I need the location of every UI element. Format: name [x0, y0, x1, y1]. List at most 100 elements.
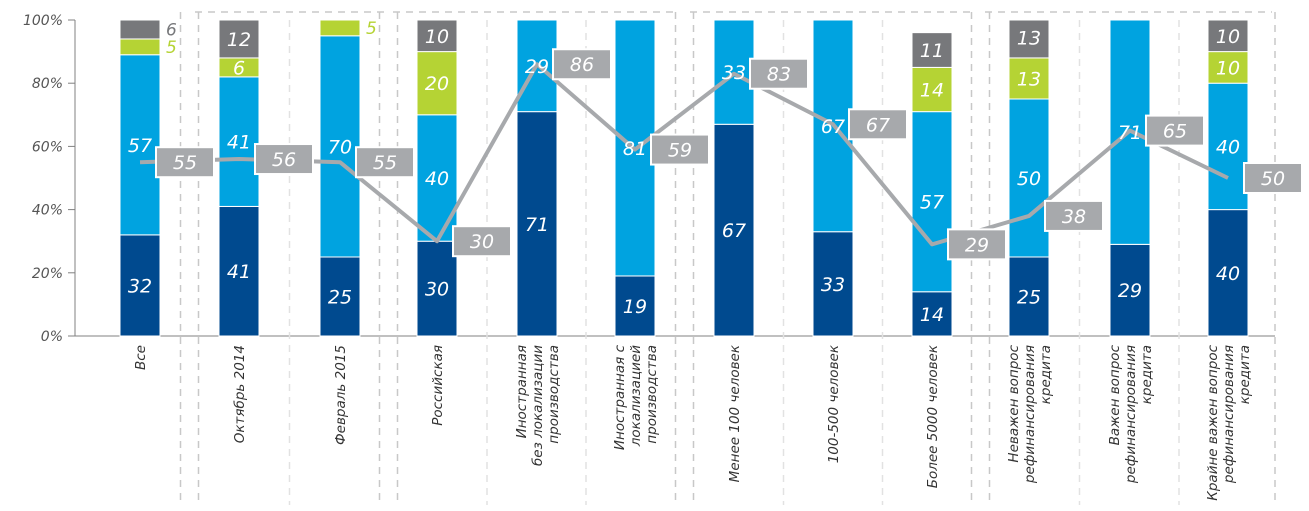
line-value-label: 38 — [1062, 206, 1086, 228]
data-label: 57 — [920, 192, 944, 214]
bar-segment — [1207, 19, 1249, 53]
line-value-box — [552, 48, 612, 81]
data-label: 71 — [525, 214, 549, 236]
line-value-box — [848, 108, 908, 141]
data-label: 40 — [1216, 136, 1240, 158]
category-label: Все — [133, 345, 149, 370]
data-label: 6 — [233, 57, 245, 79]
line-value-label: 67 — [866, 114, 890, 136]
category-label: Иностраннаябез локализациипроизводства — [514, 345, 562, 466]
category-label: Крайне важен вопросрефинансированиякреди… — [1205, 344, 1253, 500]
y-tick-label: 0% — [41, 329, 63, 345]
line-series — [139, 48, 1303, 261]
bar-segment — [911, 32, 953, 68]
y-tick-label: 60% — [32, 139, 63, 155]
bar-segment — [119, 38, 161, 56]
line-value-box — [947, 228, 1007, 261]
bar-segment — [614, 275, 656, 337]
line-value-label: 50 — [1261, 168, 1285, 190]
data-label: 14 — [920, 80, 944, 102]
category-label: Октябрь 2014 — [232, 345, 248, 443]
bar-segment — [911, 66, 953, 113]
bar-segment — [319, 256, 361, 337]
bar-segment — [911, 111, 953, 293]
data-label: 33 — [722, 62, 746, 84]
line-value-label: 65 — [1163, 121, 1187, 143]
data-label: 12 — [227, 29, 251, 51]
y-tick-label: 80% — [32, 76, 63, 92]
bar-segment — [1008, 57, 1050, 100]
line-value-box — [1243, 162, 1303, 194]
bars — [119, 19, 1249, 337]
data-label: 5 — [166, 38, 177, 58]
bar-segment — [812, 231, 854, 337]
line-value-box — [254, 143, 314, 176]
bar-segment — [1207, 51, 1249, 84]
bar-segment — [416, 19, 458, 53]
category-label: Более 5000 человек — [925, 344, 941, 488]
data-label: 41 — [227, 132, 251, 154]
data-label: 70 — [328, 136, 352, 158]
data-label: 25 — [328, 287, 352, 309]
bar-segment — [319, 35, 361, 258]
data-label: 40 — [425, 168, 449, 190]
data-label: 10 — [425, 26, 449, 48]
data-label: 6 — [166, 20, 177, 40]
category-label: Неважен вопросрефинансированиякредита — [1006, 344, 1054, 484]
line-value-label: 56 — [272, 149, 296, 171]
line-value-label: 29 — [965, 234, 989, 256]
category-label: Важен вопросрефинансированиякредита — [1107, 344, 1155, 484]
line-value-label: 83 — [767, 64, 791, 86]
line-value-box — [1044, 199, 1104, 232]
data-label: 13 — [1017, 27, 1041, 49]
bar-segment — [1109, 19, 1151, 245]
category-label: Иностранная слокализациейпроизводства — [612, 344, 660, 450]
data-label: 57 — [128, 135, 152, 157]
bar-segment — [1207, 82, 1249, 211]
data-label: 67 — [722, 220, 746, 242]
data-label: 50 — [1017, 168, 1041, 190]
category-label: 100-500 человек — [826, 344, 842, 463]
category-label: Российская — [430, 345, 446, 426]
data-label: 10 — [1216, 57, 1240, 79]
bar-segment — [218, 19, 260, 59]
data-label: 14 — [920, 304, 944, 326]
data-label: 32 — [128, 275, 152, 297]
bar-segment — [218, 76, 260, 207]
data-label: 5 — [366, 19, 377, 39]
bar-segment — [119, 54, 161, 236]
data-label: 33 — [821, 274, 845, 296]
line-value-label: 86 — [570, 54, 594, 76]
line-value-box — [155, 146, 215, 179]
y-tick-label: 20% — [32, 266, 63, 282]
data-label: 25 — [1017, 287, 1041, 309]
line-value-label: 59 — [668, 140, 692, 162]
bar-segment — [911, 291, 953, 337]
data-label: 30 — [425, 279, 449, 301]
y-tick-label: 40% — [32, 203, 63, 219]
bar-segment — [1207, 209, 1249, 337]
bar-segment — [319, 19, 361, 37]
line-value-box — [650, 133, 710, 166]
data-label: 19 — [623, 296, 647, 318]
bar-segment — [1008, 19, 1050, 59]
data-label: 13 — [1017, 68, 1041, 90]
labels: 3257564141612257053040201071291981673333… — [128, 19, 1285, 501]
line-value-label: 55 — [373, 152, 397, 174]
data-label: 10 — [1216, 26, 1240, 48]
line-value-label: 30 — [470, 231, 494, 253]
y-tick-label: 100% — [23, 13, 63, 29]
data-label: 29 — [525, 56, 549, 78]
bar-segment — [218, 205, 260, 337]
data-label: 41 — [227, 261, 251, 283]
chart-frame: 0% 20% 40% 60% 80% 100% — [23, 11, 1276, 505]
bar-segment — [119, 234, 161, 337]
line-value-box — [1145, 114, 1205, 147]
line-value-label: 55 — [173, 152, 197, 174]
data-label: 81 — [623, 138, 647, 160]
bar-segment — [1008, 256, 1050, 337]
data-label: 29 — [1118, 280, 1142, 302]
data-label: 67 — [821, 116, 845, 138]
line-value-box — [749, 57, 809, 90]
